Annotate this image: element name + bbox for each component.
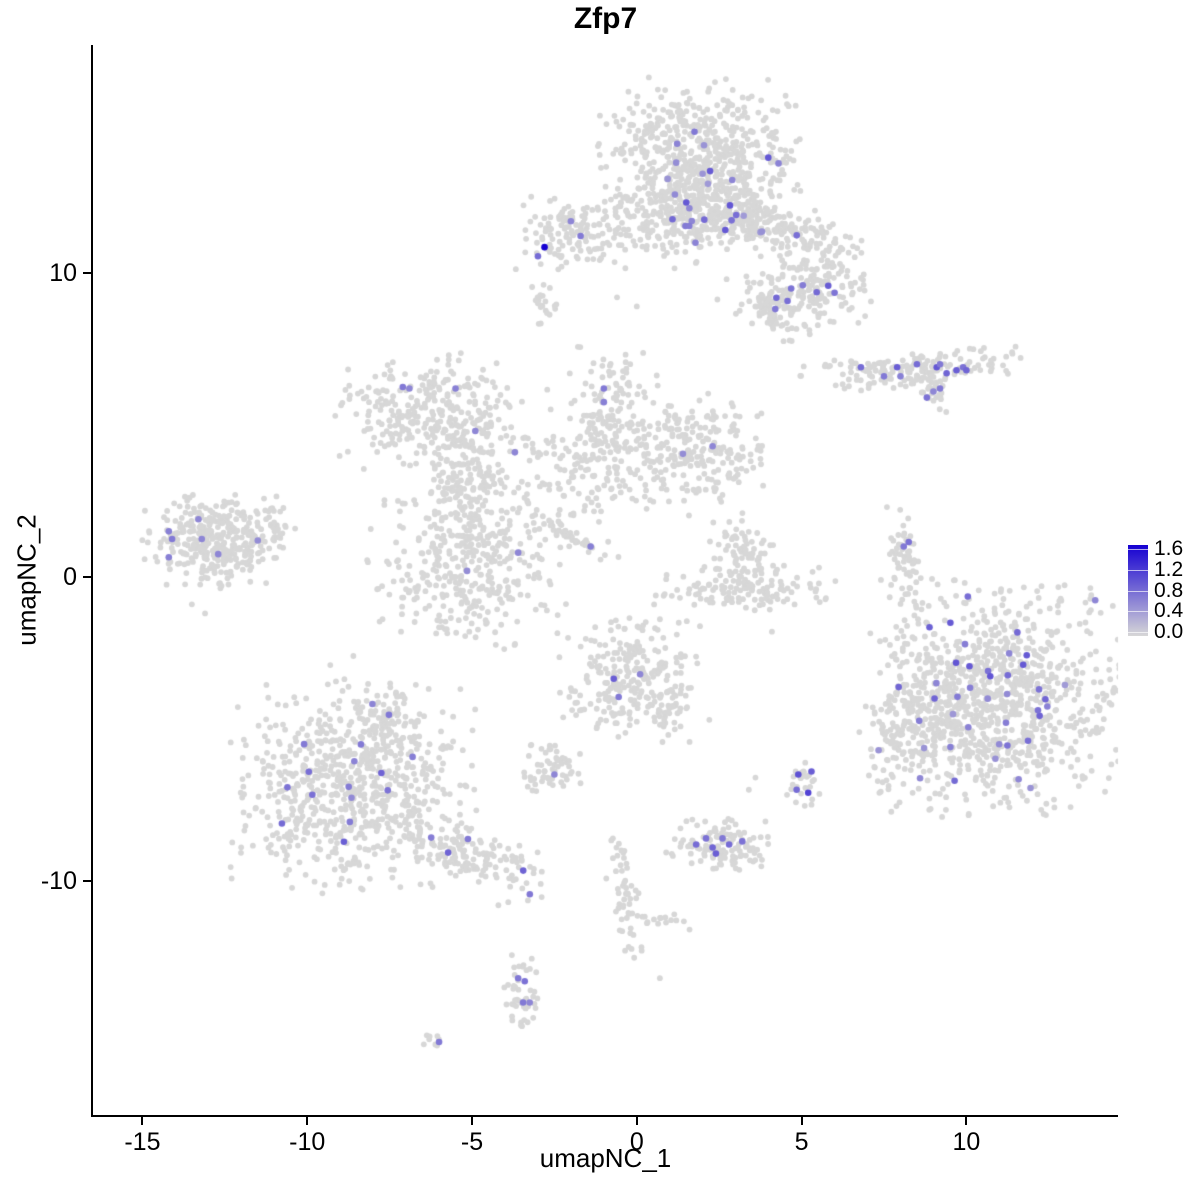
y-tick-label: 10 xyxy=(49,258,77,287)
colorbar-tick xyxy=(1128,590,1148,592)
legend-tick-label: 1.2 xyxy=(1154,557,1184,581)
colorbar-tick xyxy=(1128,632,1148,633)
y-tick-mark xyxy=(83,879,91,882)
x-tick-label: 10 xyxy=(952,1128,981,1156)
colorbar-tick xyxy=(1128,569,1148,571)
y-tick-mark xyxy=(83,575,91,578)
y-tick-label: 0 xyxy=(63,562,77,591)
x-tick-mark xyxy=(635,1117,638,1125)
x-tick-label: -10 xyxy=(289,1128,326,1156)
x-tick-mark xyxy=(141,1117,144,1125)
x-tick-mark xyxy=(306,1117,309,1125)
legend-tick-label: 1.6 xyxy=(1154,537,1184,560)
x-tick-label: 0 xyxy=(629,1128,644,1156)
y-axis-title: umapNC_2 xyxy=(11,514,42,646)
x-tick-mark xyxy=(800,1117,803,1125)
x-tick-mark xyxy=(471,1117,474,1125)
colorbar-tick xyxy=(1128,549,1148,550)
x-axis-line xyxy=(91,1115,1118,1117)
legend-tick-label: 0.0 xyxy=(1154,620,1184,643)
y-tick-mark xyxy=(83,271,91,274)
legend-tick-label: 0.4 xyxy=(1154,599,1184,623)
legend-tick-label: 0.8 xyxy=(1154,578,1184,602)
x-tick-label: 5 xyxy=(794,1128,809,1156)
y-axis-line xyxy=(91,45,93,1117)
colorbar-gradient xyxy=(1128,545,1148,636)
x-tick-label: -15 xyxy=(124,1128,161,1156)
x-tick-mark xyxy=(965,1117,968,1125)
x-axis-title: umapNC_1 xyxy=(539,1143,672,1173)
x-tick-label: -5 xyxy=(460,1128,484,1156)
colorbar-tick xyxy=(1128,611,1148,613)
y-tick-label: -10 xyxy=(40,866,77,895)
